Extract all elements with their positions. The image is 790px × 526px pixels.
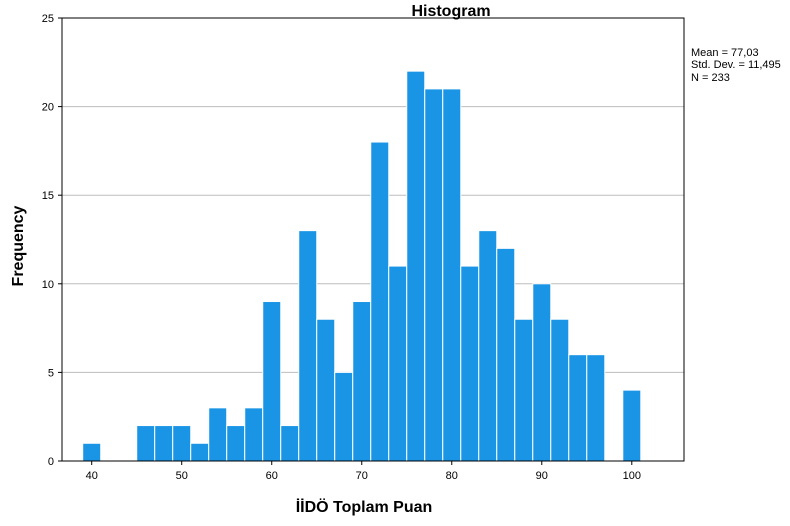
histogram-bar	[388, 265, 408, 462]
histogram-bar	[334, 371, 354, 462]
histogram-bar	[190, 442, 210, 462]
x-tick-label: 80	[446, 470, 458, 482]
histogram-bar	[316, 318, 336, 462]
stat-std-dev: Std. Dev. = 11,495	[691, 59, 781, 71]
histogram-bar	[424, 88, 444, 462]
histogram-bar	[172, 425, 192, 462]
histogram-bar	[442, 88, 462, 462]
histogram-bar	[514, 318, 534, 462]
stat-n: N = 233	[691, 72, 730, 84]
x-axis-label: İİDÖ Toplam Puan	[296, 497, 433, 516]
x-tick-label: 90	[536, 470, 548, 482]
y-tick-label: 20	[42, 102, 54, 114]
stat-mean: Mean = 77,03	[691, 47, 759, 59]
histogram-bar	[568, 354, 588, 462]
chart-title: Histogram	[411, 3, 490, 20]
histogram-bar	[226, 425, 246, 462]
histogram-bar	[208, 407, 228, 462]
histogram-bar	[136, 425, 156, 462]
histogram-bar	[478, 230, 498, 462]
y-tick-label: 10	[42, 279, 54, 291]
y-axis-ticks: 0 5 10 15 20 25	[42, 13, 62, 468]
x-tick-label: 60	[266, 470, 278, 482]
y-tick-label: 25	[42, 13, 54, 25]
histogram-bar	[370, 141, 390, 462]
x-tick-label: 40	[86, 470, 98, 482]
y-tick-label: 15	[42, 190, 54, 202]
histogram-bar	[244, 407, 264, 462]
histogram-bar	[154, 425, 174, 462]
histogram-bar	[82, 442, 102, 462]
histogram-bar	[532, 283, 552, 462]
x-tick-label: 100	[623, 470, 641, 482]
histogram-bars	[82, 70, 642, 462]
x-axis-ticks: 40 50 60 70 80 90 100	[86, 461, 641, 482]
x-tick-label: 70	[356, 470, 368, 482]
y-tick-label: 0	[48, 456, 54, 468]
histogram-bar	[586, 354, 606, 462]
statistics-legend: Mean = 77,03 Std. Dev. = 11,495 N = 233	[691, 47, 781, 84]
histogram-bar	[406, 70, 426, 462]
plot-frame	[61, 17, 685, 462]
histogram-bar	[262, 301, 282, 462]
histogram-bar	[298, 230, 318, 462]
y-axis-label: Frequency	[10, 205, 27, 286]
x-tick-label: 50	[176, 470, 188, 482]
histogram-bar	[460, 265, 480, 462]
y-tick-label: 5	[48, 367, 54, 379]
histogram-bar	[550, 318, 570, 462]
histogram-bar	[352, 301, 372, 462]
histogram-bar	[280, 425, 300, 462]
histogram-bar	[496, 247, 516, 462]
histogram-bar	[622, 389, 642, 462]
